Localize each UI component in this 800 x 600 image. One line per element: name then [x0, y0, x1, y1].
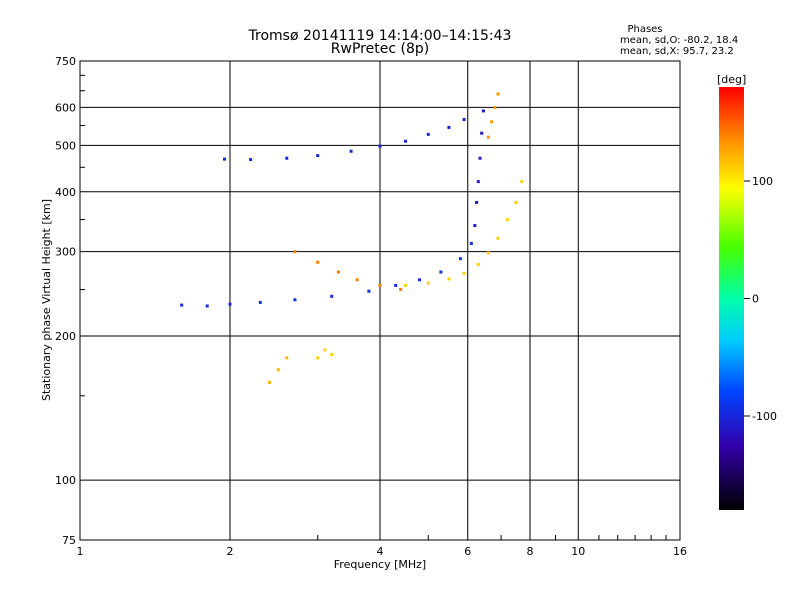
- phase-stats-o: mean, sd,O: -80.2, 18.4: [620, 35, 738, 46]
- colorbar-label: [deg]: [717, 73, 746, 86]
- data-point: [417, 278, 421, 282]
- colorbar-tick-label: 0: [752, 293, 759, 306]
- data-point: [480, 131, 484, 135]
- colorbar: [719, 87, 744, 510]
- x-tick-label: 6: [464, 545, 471, 558]
- x-tick-label: 1: [77, 545, 84, 558]
- grid-lines: [80, 61, 680, 540]
- data-point: [378, 283, 382, 287]
- data-point: [514, 200, 518, 204]
- data-point: [378, 144, 382, 148]
- data-point: [205, 304, 209, 308]
- phase-stats-x: mean, sd,X: 95.7, 23.2: [620, 46, 734, 57]
- data-point: [228, 302, 232, 306]
- y-tick-label: 600: [55, 101, 76, 114]
- x-tick-label: 2: [227, 545, 234, 558]
- data-point: [267, 380, 271, 384]
- chart-subtitle: RwPretec (8p): [331, 41, 429, 57]
- y-axis-ticks: 75 100 200 300 400 500 600 750: [55, 55, 85, 547]
- data-point: [490, 120, 494, 124]
- x-tick-label: 16: [673, 545, 687, 558]
- data-point: [316, 260, 320, 264]
- data-point: [330, 294, 334, 298]
- data-point: [475, 200, 479, 204]
- data-point: [180, 303, 184, 307]
- colorbar-tick-label: -100: [752, 410, 777, 423]
- chart-title: Tromsø 20141119 14:14:00–14:15:43: [248, 28, 512, 44]
- data-point: [399, 288, 403, 292]
- data-point: [478, 156, 482, 160]
- data-point: [355, 278, 359, 282]
- y-tick-label: 100: [55, 474, 76, 487]
- data-point: [316, 356, 320, 360]
- data-point: [426, 281, 430, 285]
- y-tick-label: 300: [55, 246, 76, 259]
- data-point: [473, 224, 477, 228]
- data-point: [336, 270, 340, 274]
- data-point: [285, 156, 289, 160]
- data-point: [394, 283, 398, 287]
- y-tick-label: 500: [55, 139, 76, 152]
- data-point: [403, 283, 407, 287]
- data-point: [476, 262, 480, 266]
- data-point: [439, 270, 443, 274]
- data-point: [258, 300, 262, 304]
- data-point: [293, 298, 297, 302]
- data-point: [496, 236, 500, 240]
- data-point: [462, 272, 466, 276]
- data-point: [349, 149, 353, 153]
- data-point: [293, 250, 297, 254]
- data-point: [285, 356, 289, 360]
- data-point: [476, 180, 480, 184]
- y-tick-label: 200: [55, 330, 76, 343]
- data-point: [469, 241, 473, 245]
- y-axis-label: Stationary phase Virtual Height [km]: [40, 199, 53, 401]
- data-point: [447, 277, 451, 281]
- data-point: [330, 352, 334, 356]
- y-tick-label: 75: [62, 534, 76, 547]
- data-point: [462, 118, 466, 122]
- y-tick-label: 750: [55, 55, 76, 68]
- data-point: [481, 109, 485, 113]
- data-point: [505, 218, 509, 222]
- y-tick-label: 400: [55, 186, 76, 199]
- data-point: [367, 289, 371, 293]
- x-tick-label: 8: [527, 545, 534, 558]
- data-point: [316, 154, 320, 158]
- data-point: [496, 92, 500, 96]
- data-point: [323, 348, 327, 352]
- data-point: [276, 368, 280, 372]
- colorbar-tick-label: 100: [752, 175, 773, 188]
- data-point: [486, 135, 490, 139]
- x-axis-label: Frequency [MHz]: [334, 558, 426, 571]
- data-point: [520, 180, 524, 184]
- data-point: [223, 157, 227, 161]
- data-points: [180, 92, 524, 384]
- colorbar-ticks: 100 0 -100: [744, 175, 777, 423]
- x-axis-ticks: 1 2 4 6 8 10 16: [77, 535, 687, 558]
- data-point: [486, 251, 490, 255]
- phase-heading: Phases: [627, 24, 662, 35]
- data-point: [249, 158, 253, 162]
- data-point: [493, 105, 497, 109]
- data-point: [458, 257, 462, 261]
- x-tick-label: 4: [377, 545, 384, 558]
- data-point: [403, 139, 407, 143]
- x-tick-label: 10: [571, 545, 585, 558]
- data-point: [447, 125, 451, 129]
- data-point: [426, 132, 430, 136]
